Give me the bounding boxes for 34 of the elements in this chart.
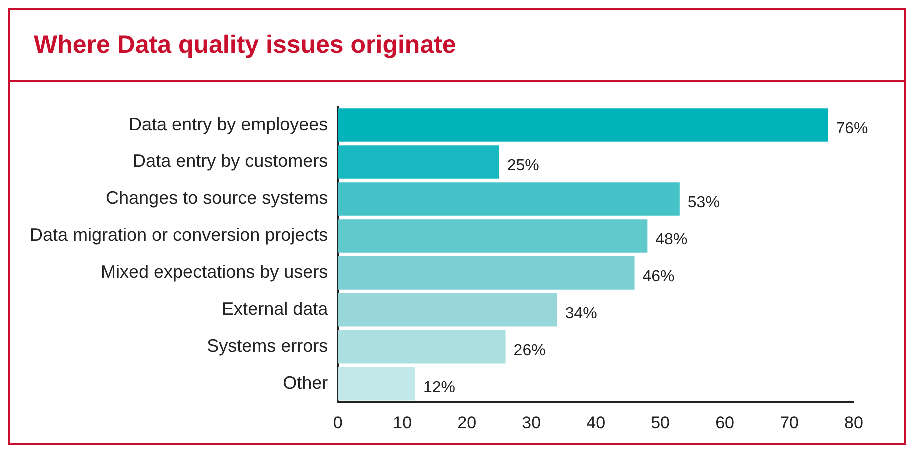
bar	[338, 330, 506, 364]
bar	[338, 108, 828, 142]
bar	[338, 367, 416, 401]
y-tick-label: Mixed expectations by users	[101, 262, 328, 282]
y-tick-label: External data	[222, 299, 330, 320]
y-tick-label: Data entry by customers	[133, 151, 328, 172]
x-tick-label: 0	[333, 413, 343, 432]
data-label: 25%	[507, 158, 540, 175]
y-tick-label: Data migration or conversion projects	[30, 225, 328, 246]
y-tick-label: Data entry by employees	[129, 114, 328, 134]
chart-title: Where Data quality issues originate	[34, 30, 456, 60]
bar	[338, 220, 648, 253]
data-label: 53%	[688, 194, 720, 212]
bar	[338, 256, 635, 290]
data-label: 46%	[642, 268, 675, 286]
x-tick-label: 40	[586, 413, 606, 432]
data-label: 76%	[836, 120, 868, 138]
data-label: 12%	[424, 380, 456, 397]
x-tick-label: 50	[651, 413, 670, 432]
data-label: 26%	[514, 342, 546, 360]
x-tick-label: 80	[844, 413, 864, 432]
bar	[338, 182, 680, 216]
data-label: 34%	[565, 306, 598, 323]
x-tick-label: 30	[522, 413, 542, 432]
data-label: 48%	[656, 232, 688, 249]
x-tick-label: 20	[458, 413, 477, 432]
x-tick-label: 10	[393, 413, 412, 432]
bar	[338, 146, 500, 179]
bar	[338, 294, 558, 327]
y-tick-label: Other	[283, 373, 328, 394]
x-tick-label: 70	[780, 413, 799, 432]
x-tick-label: 60	[716, 413, 734, 432]
y-tick-label: Changes to source systems	[106, 188, 328, 208]
y-tick-label: Systems errors	[207, 336, 328, 356]
